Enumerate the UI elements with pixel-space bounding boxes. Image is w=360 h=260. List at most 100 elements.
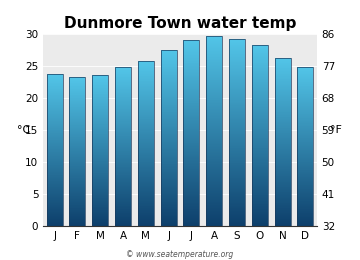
Bar xyxy=(297,188,313,189)
Bar xyxy=(275,87,291,88)
Bar xyxy=(69,157,85,158)
Bar xyxy=(138,101,154,102)
Bar xyxy=(69,223,85,224)
Bar xyxy=(252,184,268,185)
Bar xyxy=(184,46,199,47)
Bar xyxy=(229,186,245,187)
Bar xyxy=(252,172,268,173)
Bar xyxy=(275,93,291,94)
Bar xyxy=(92,157,108,158)
Bar xyxy=(161,115,177,116)
Bar xyxy=(252,107,268,108)
Bar xyxy=(297,194,313,195)
Bar xyxy=(92,188,108,189)
Bar xyxy=(161,112,177,113)
Bar xyxy=(69,190,85,191)
Bar xyxy=(115,98,131,99)
Bar xyxy=(115,138,131,139)
Bar xyxy=(275,110,291,111)
Bar xyxy=(229,75,245,76)
Bar xyxy=(92,214,108,215)
Bar xyxy=(206,103,222,104)
Bar xyxy=(47,148,63,149)
Bar xyxy=(252,113,268,114)
Bar xyxy=(297,112,313,113)
Bar xyxy=(275,159,291,160)
Bar xyxy=(69,219,85,220)
Bar xyxy=(161,217,177,218)
Bar xyxy=(69,119,85,120)
Bar xyxy=(252,144,268,145)
Bar xyxy=(229,138,245,139)
Bar xyxy=(47,212,63,213)
Bar xyxy=(184,158,199,159)
Bar xyxy=(138,76,154,77)
Bar xyxy=(275,113,291,114)
Bar xyxy=(229,215,245,216)
Bar xyxy=(138,198,154,199)
Bar xyxy=(138,65,154,66)
Bar xyxy=(206,218,222,219)
Bar xyxy=(138,210,154,211)
Bar xyxy=(69,174,85,175)
Bar xyxy=(184,87,199,88)
Bar xyxy=(138,137,154,138)
Bar xyxy=(206,88,222,89)
Bar xyxy=(115,197,131,198)
Bar xyxy=(115,75,131,76)
Bar xyxy=(297,74,313,75)
Bar xyxy=(115,216,131,217)
Bar xyxy=(206,178,222,179)
Bar xyxy=(297,98,313,99)
Bar xyxy=(69,221,85,222)
Bar xyxy=(138,75,154,76)
Bar xyxy=(297,90,313,91)
Bar xyxy=(69,143,85,144)
Bar xyxy=(297,68,313,69)
Bar xyxy=(115,217,131,218)
Bar xyxy=(252,57,268,58)
Bar xyxy=(161,203,177,204)
Bar xyxy=(115,90,131,91)
Bar xyxy=(229,126,245,127)
Bar xyxy=(69,155,85,156)
Bar xyxy=(184,217,199,218)
Bar xyxy=(206,79,222,80)
Bar xyxy=(206,99,222,100)
Bar xyxy=(184,199,199,200)
Bar xyxy=(206,70,222,71)
Bar xyxy=(92,180,108,181)
Bar xyxy=(115,121,131,122)
Bar xyxy=(206,207,222,208)
Bar xyxy=(229,95,245,96)
Bar xyxy=(161,104,177,105)
Bar xyxy=(115,131,131,132)
Bar xyxy=(297,211,313,212)
Bar xyxy=(275,182,291,183)
Bar xyxy=(252,165,268,166)
Bar xyxy=(184,184,199,185)
Bar xyxy=(47,209,63,210)
Bar xyxy=(229,161,245,162)
Bar xyxy=(69,124,85,125)
Bar xyxy=(206,154,222,155)
Bar xyxy=(275,119,291,120)
Bar xyxy=(229,81,245,82)
Bar xyxy=(184,56,199,57)
Bar xyxy=(229,211,245,212)
Bar xyxy=(297,212,313,213)
Bar xyxy=(252,120,268,121)
Bar xyxy=(47,120,63,121)
Bar xyxy=(115,97,131,98)
Bar xyxy=(229,48,245,49)
Bar xyxy=(252,65,268,66)
Bar xyxy=(275,111,291,112)
Bar xyxy=(138,134,154,135)
Bar xyxy=(138,209,154,210)
Bar xyxy=(275,96,291,97)
Bar xyxy=(275,138,291,139)
Bar xyxy=(297,118,313,119)
Bar xyxy=(161,164,177,165)
Bar xyxy=(184,179,199,180)
Bar xyxy=(229,52,245,53)
